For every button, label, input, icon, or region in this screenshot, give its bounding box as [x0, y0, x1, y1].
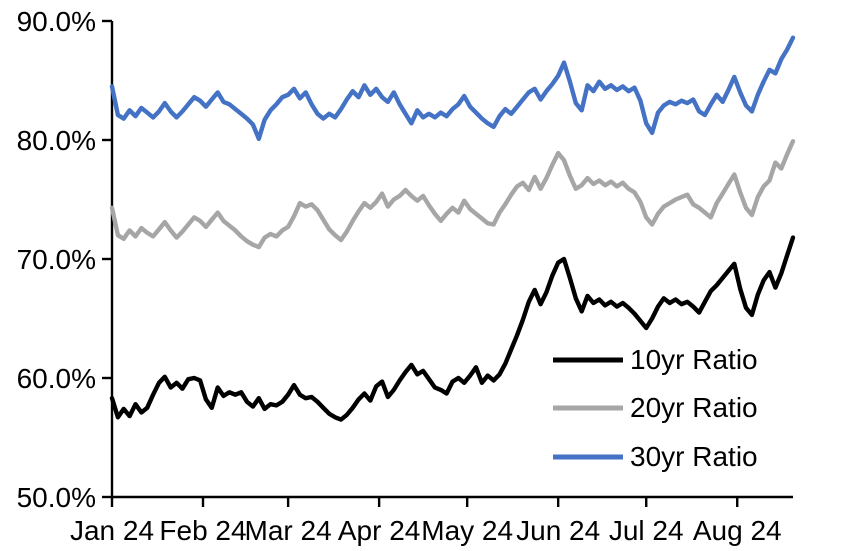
x-axis-tick-label: May 24 — [421, 515, 513, 546]
series-line-20yr-ratio — [109, 138, 796, 250]
axes — [102, 19, 793, 507]
y-axis-tick-label: 90.0% — [17, 6, 96, 37]
x-axis-tick-label: Mar 24 — [245, 515, 332, 546]
series-line-30yr-ratio — [109, 35, 796, 142]
y-axis-tick-label: 50.0% — [17, 482, 96, 513]
y-axis-tick-label: 70.0% — [17, 244, 96, 275]
x-axis-tick-label: Jun 24 — [516, 515, 600, 546]
legend: 10yr Ratio 20yr Ratio 30yr Ratio — [553, 344, 758, 472]
series-line-10yr-ratio — [109, 235, 796, 422]
legend-label-30yr: 30yr Ratio — [630, 441, 758, 472]
y-axis-tick-label: 60.0% — [17, 363, 96, 394]
series-lines — [109, 35, 796, 422]
y-axis-labels: 90.0% 80.0% 70.0% 60.0% 50.0% — [17, 6, 96, 513]
legend-label-10yr: 10yr Ratio — [630, 344, 758, 375]
x-axis-tick-label: Feb 24 — [159, 515, 246, 546]
x-axis-tick-label: Jan 24 — [70, 515, 154, 546]
x-axis-tick-label: Aug 24 — [693, 515, 782, 546]
x-axis-tick-label: Jul 24 — [609, 515, 684, 546]
axis-lines — [110, 21, 793, 499]
legend-label-20yr: 20yr Ratio — [630, 392, 758, 423]
x-axis-tick-label: Apr 24 — [338, 515, 421, 546]
y-axis-tick-label: 80.0% — [17, 125, 96, 156]
